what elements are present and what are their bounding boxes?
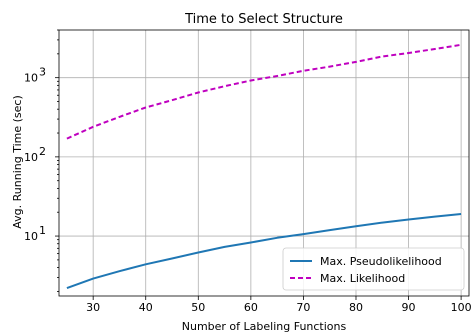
x-tick-label: 30	[86, 301, 100, 314]
y-tick-exponent: 1	[39, 224, 46, 237]
x-tick-label: 100	[451, 301, 472, 314]
y-tick-exponent: 2	[39, 145, 46, 158]
y-axis-label: Avg. Running Time (sec)	[11, 95, 24, 228]
series-line-1	[66, 213, 462, 290]
series-layer	[66, 43, 462, 290]
x-tick-label: 60	[244, 301, 258, 314]
x-axis: 30 40 50 60 70 80 90 100	[86, 296, 472, 314]
y-tick-label: 10	[24, 230, 38, 243]
plot-frame	[58, 29, 470, 297]
legend: Max. Pseudolikelihood Max. Likelihood	[282, 247, 465, 291]
legend-box	[282, 247, 465, 291]
y-tick-label: 10	[24, 72, 38, 85]
x-axis-label: Number of Labeling Functions	[182, 320, 347, 332]
chart-title: Time to Select Structure	[184, 12, 343, 27]
y-tick-exponent: 3	[39, 66, 46, 79]
x-tick-label: 80	[349, 301, 363, 314]
series-line-2	[66, 43, 462, 140]
y-tick-label: 10	[24, 151, 38, 164]
legend-label-2: Max. Likelihood	[320, 272, 405, 285]
x-tick-label: 70	[296, 301, 310, 314]
legend-label-1: Max. Pseudolikelihood	[320, 255, 442, 268]
x-tick-label: 50	[191, 301, 205, 314]
grid	[59, 30, 469, 296]
x-tick-label: 40	[139, 301, 153, 314]
x-tick-label: 90	[402, 301, 416, 314]
